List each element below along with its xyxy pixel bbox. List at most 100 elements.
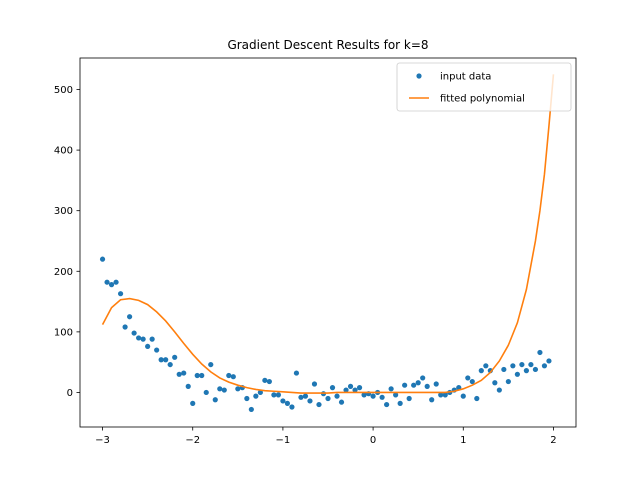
plot-area (99, 74, 555, 413)
data-point (275, 392, 281, 398)
data-point (329, 385, 336, 391)
data-point (99, 256, 106, 262)
data-point (199, 372, 205, 379)
data-point (397, 400, 403, 406)
data-point (334, 393, 340, 399)
data-point (411, 382, 417, 388)
x-tick-label: 2 (550, 435, 556, 446)
data-point (442, 392, 448, 398)
data-point (469, 378, 475, 385)
data-point (361, 392, 367, 398)
data-point (194, 372, 200, 379)
data-point (158, 357, 164, 363)
data-point (154, 347, 160, 353)
data-point (203, 389, 209, 396)
data-point (388, 386, 394, 392)
data-point (262, 377, 268, 383)
y-tick-label: 500 (54, 85, 73, 96)
y-tick-label: 0 (67, 388, 73, 399)
data-point (311, 381, 318, 387)
data-point (474, 395, 480, 402)
data-point (316, 401, 322, 408)
data-point (104, 279, 110, 285)
data-point (131, 330, 137, 336)
x-tick-label: 0 (370, 435, 376, 446)
data-point (149, 336, 155, 342)
data-point (221, 387, 227, 393)
data-point (280, 398, 286, 404)
data-point (113, 279, 119, 285)
data-point (541, 363, 548, 369)
y-tick-label: 300 (54, 206, 73, 217)
data-point (492, 380, 498, 386)
data-point (402, 382, 408, 388)
data-point (537, 349, 543, 356)
data-point (514, 371, 520, 377)
data-point (248, 406, 254, 413)
chart-title: Gradient Descent Results for k=8 (227, 38, 428, 52)
data-point (465, 375, 471, 381)
data-point (510, 363, 516, 369)
data-point (347, 383, 354, 389)
data-point (393, 392, 399, 398)
data-point (122, 324, 128, 330)
data-point (217, 386, 223, 392)
data-point (293, 370, 300, 376)
data-point (519, 361, 525, 368)
data-point (343, 387, 349, 393)
data-point (429, 397, 435, 403)
data-point (370, 393, 376, 399)
data-point (108, 282, 115, 288)
x-tick-label: 1 (460, 435, 466, 446)
data-point (338, 399, 345, 405)
data-point (172, 354, 178, 360)
data-point (546, 358, 552, 364)
data-point (244, 395, 250, 402)
data-point (352, 387, 358, 393)
data-point (257, 389, 263, 396)
data-point (185, 383, 191, 389)
data-point (415, 380, 421, 386)
data-point (266, 378, 272, 385)
data-point (253, 393, 259, 399)
legend-label: input data (440, 72, 491, 83)
data-point (438, 392, 444, 398)
fitted-polynomial-line (101, 74, 555, 394)
data-point (136, 335, 142, 341)
x-tick-label: −3 (95, 435, 110, 446)
data-point (325, 395, 331, 402)
data-point (424, 383, 430, 389)
data-point (190, 400, 196, 406)
data-point (208, 361, 214, 368)
data-point (181, 370, 187, 376)
data-point (298, 394, 304, 400)
data-point (140, 336, 146, 342)
data-point (532, 366, 539, 373)
axes: −3 −2 −1 0 1 2 0 100 200 300 400 500 (54, 57, 577, 446)
data-point (284, 400, 291, 406)
y-tick-label: 100 (54, 327, 73, 338)
legend-label: fitted polynomial (440, 94, 525, 105)
y-tick-label: 200 (54, 267, 73, 278)
data-point (307, 398, 313, 404)
axes-frame (79, 57, 577, 428)
data-point (528, 361, 534, 368)
data-point (501, 366, 507, 373)
data-point (271, 392, 277, 398)
data-point (235, 386, 241, 392)
data-point (483, 363, 489, 369)
data-point (384, 401, 390, 408)
legend-box (396, 62, 572, 112)
data-point (117, 291, 124, 297)
data-point (379, 394, 385, 400)
data-point (523, 368, 530, 374)
data-point (302, 393, 309, 399)
data-point (163, 357, 169, 363)
data-point (496, 387, 502, 393)
data-point (460, 393, 466, 399)
data-point (226, 372, 232, 379)
data-point (127, 314, 133, 320)
legend-marker-swatch (416, 73, 422, 79)
x-tick-label: −1 (276, 435, 291, 446)
